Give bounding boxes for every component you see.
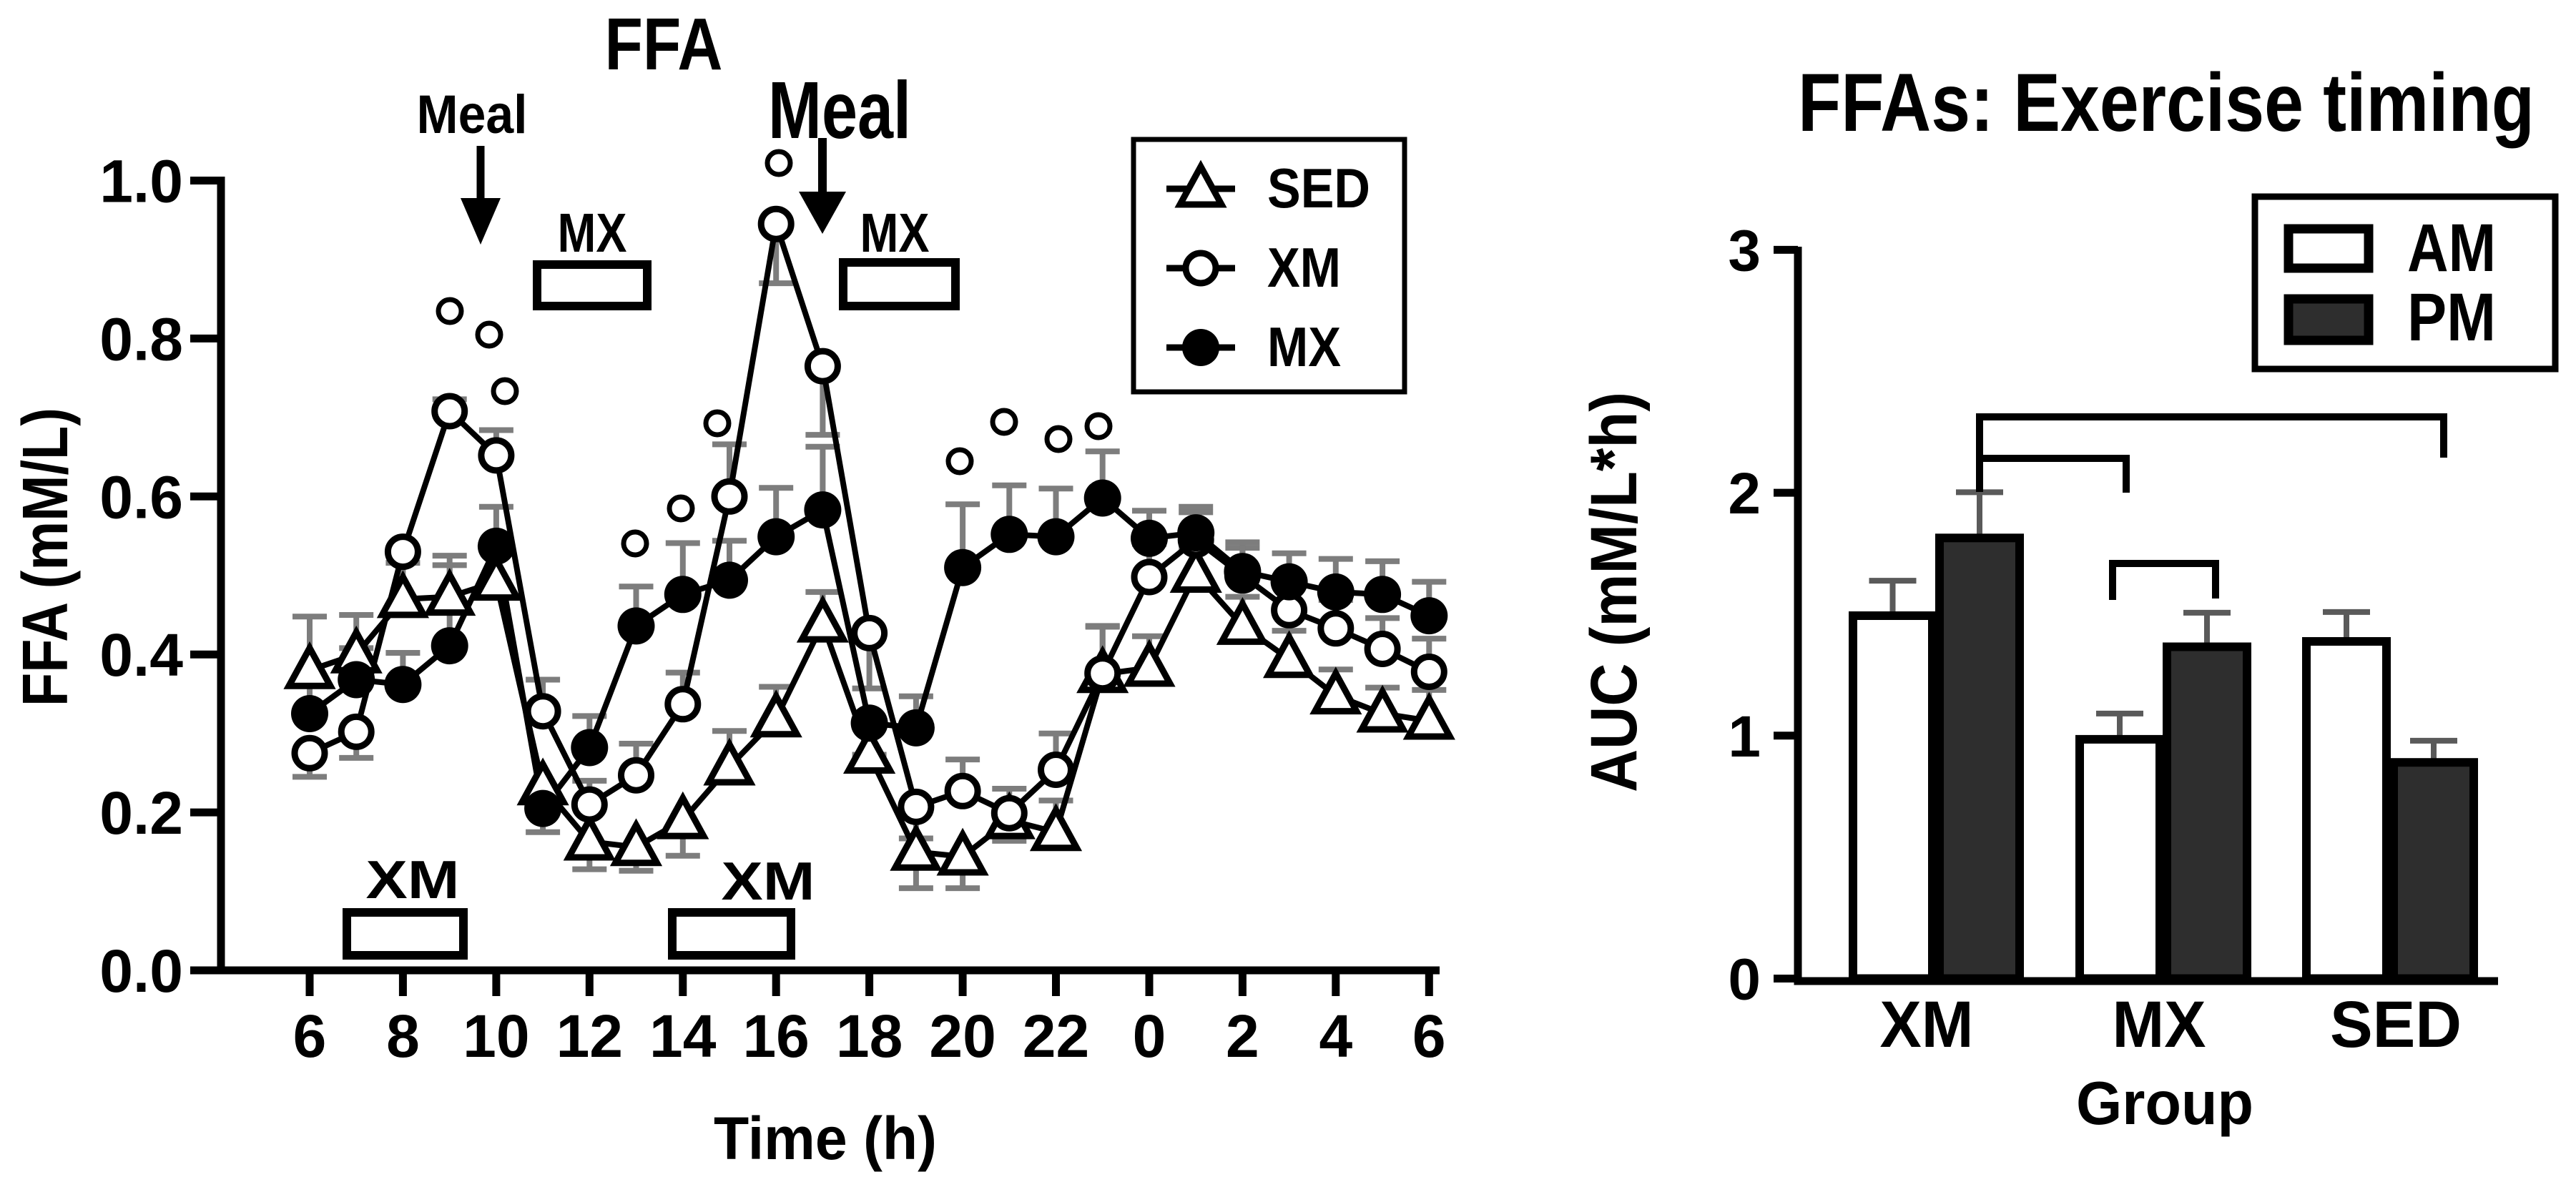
- svg-text:1.0: 1.0: [99, 148, 183, 215]
- svg-text:MX: MX: [1267, 315, 1341, 378]
- svg-text:0.0: 0.0: [99, 937, 183, 1005]
- svg-text:0.4: 0.4: [99, 621, 183, 689]
- svg-text:12: 12: [556, 1003, 623, 1070]
- svg-text:0.8: 0.8: [99, 305, 183, 373]
- svg-text:Time (h): Time (h): [714, 1105, 937, 1172]
- svg-text:MX: MX: [2113, 988, 2206, 1061]
- svg-text:MX: MX: [558, 202, 627, 264]
- svg-text:PM: PM: [2407, 280, 2496, 355]
- svg-text:FFAs: Exercise timing: FFAs: Exercise timing: [1798, 57, 2535, 149]
- svg-text:3: 3: [1728, 218, 1761, 283]
- svg-text:SED: SED: [2330, 988, 2462, 1061]
- svg-text:2: 2: [1226, 1003, 1259, 1070]
- svg-text:AM: AM: [2407, 210, 2496, 286]
- svg-text:Meal: Meal: [768, 65, 911, 155]
- svg-text:2: 2: [1728, 461, 1761, 526]
- svg-text:Meal: Meal: [417, 84, 528, 145]
- svg-text:0: 0: [1133, 1003, 1166, 1070]
- svg-text:FFA (mM/L): FFA (mM/L): [10, 408, 82, 706]
- svg-text:0: 0: [1728, 947, 1761, 1013]
- svg-text:16: 16: [742, 1003, 809, 1070]
- svg-text:4: 4: [1319, 1003, 1352, 1070]
- svg-text:XM: XM: [1267, 236, 1341, 299]
- svg-text:FFA: FFA: [605, 3, 723, 85]
- svg-text:MX: MX: [860, 202, 930, 264]
- svg-text:AUC (mM/L*h): AUC (mM/L*h): [1578, 392, 1651, 792]
- svg-text:XM: XM: [1880, 988, 1974, 1061]
- svg-text:8: 8: [386, 1003, 420, 1070]
- svg-text:Group: Group: [2076, 1070, 2253, 1138]
- svg-text:1: 1: [1728, 704, 1761, 769]
- svg-text:SED: SED: [1267, 157, 1370, 220]
- svg-text:0.2: 0.2: [99, 779, 183, 847]
- svg-text:XM: XM: [366, 849, 460, 910]
- svg-text:18: 18: [836, 1003, 903, 1070]
- svg-text:10: 10: [463, 1003, 529, 1070]
- svg-text:20: 20: [929, 1003, 996, 1070]
- svg-text:6: 6: [1412, 1003, 1446, 1070]
- svg-text:6: 6: [293, 1003, 327, 1070]
- svg-text:22: 22: [1023, 1003, 1089, 1070]
- svg-text:XM: XM: [722, 851, 815, 911]
- svg-text:0.6: 0.6: [99, 463, 183, 531]
- svg-text:14: 14: [649, 1003, 717, 1070]
